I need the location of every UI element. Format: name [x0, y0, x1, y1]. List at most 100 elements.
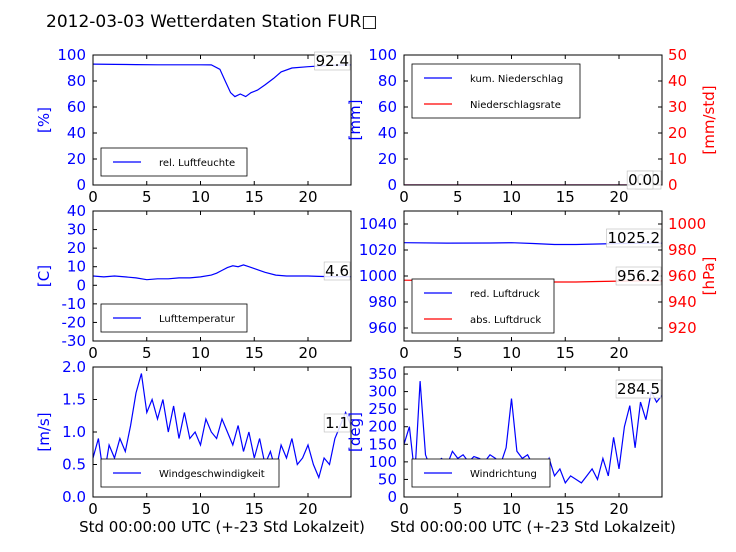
series-line-1 — [93, 63, 351, 98]
current-value-label-2: 0.0 — [628, 171, 652, 189]
x-tick-label: 10 — [502, 500, 521, 518]
y-axis-label: [m/s] — [35, 412, 53, 451]
x-tick-label: 15 — [245, 188, 264, 206]
y-right-tick-label: 50 — [668, 46, 687, 64]
y-tick-label: 80 — [378, 72, 397, 90]
x-tick-label: 0 — [399, 500, 409, 518]
y-tick-label: 980 — [368, 293, 397, 311]
plot-frame — [403, 366, 663, 498]
y-tick-label: 150 — [368, 435, 397, 453]
current-value-label-2: 956.2 — [617, 267, 660, 285]
current-value-label: 284.5 — [617, 380, 660, 398]
x-tick-label: 10 — [191, 500, 210, 518]
y-tick-label: 0 — [76, 176, 86, 194]
x-tick-label: 0 — [88, 500, 98, 518]
y-tick-label: 0 — [76, 276, 86, 294]
current-value-label-box — [606, 228, 662, 248]
y-tick-label: -30 — [62, 332, 87, 350]
y-tick-label: 60 — [67, 98, 86, 116]
y-axis-label: [deg] — [346, 412, 364, 452]
y-right-tick-label: 940 — [668, 293, 697, 311]
y-tick-label: 100 — [368, 453, 397, 471]
x-tick-label: 5 — [453, 188, 463, 206]
y-right-tick-label: 920 — [668, 319, 697, 337]
y-tick-label: 100 — [57, 46, 86, 64]
x-tick-label: 0 — [88, 188, 98, 206]
series-line-1 — [93, 373, 351, 480]
y-axis-label: [C] — [35, 265, 53, 287]
legend-entry: kum. Niederschlag — [470, 74, 563, 85]
current-value-label: 1025.2 — [608, 229, 661, 247]
current-value-label: 4.6 — [325, 262, 349, 280]
x-tick-label: 15 — [245, 500, 264, 518]
legend-box — [411, 278, 555, 334]
x-tick-label: 10 — [191, 344, 210, 362]
x-axis-label-left: Std 00:00:00 UTC (+-23 Std Lokalzeit) — [79, 518, 365, 536]
y-right-tick-label: 960 — [668, 267, 697, 285]
y-tick-label: 1.0 — [62, 423, 86, 441]
y-tick-label: 0.0 — [62, 488, 86, 506]
y-tick-label: 960 — [368, 319, 397, 337]
current-value-label: 1.1 — [325, 414, 349, 432]
y-tick-label: 1040 — [359, 215, 397, 233]
legend-entry: Lufttemperatur — [159, 314, 236, 325]
legend-entry: Windrichtung — [470, 469, 537, 480]
current-value-label-box — [615, 379, 662, 399]
legend-entry: rel. Luftfeuchte — [159, 158, 235, 169]
x-tick-label: 15 — [556, 344, 575, 362]
figure-title: 2012-03-03 Wetterdaten Station FUR□ — [46, 12, 377, 32]
x-tick-label: 20 — [609, 188, 628, 206]
plot-frame — [92, 54, 352, 186]
y-tick-label: 20 — [378, 150, 397, 168]
x-tick-label: 0 — [399, 188, 409, 206]
x-tick-label: 5 — [453, 344, 463, 362]
x-tick-label: 0 — [399, 344, 409, 362]
y-tick-label: 40 — [378, 124, 397, 142]
chart-panel-1: 0 5 10 15 20 0 20 40 60 80 100 [%] rel. Luftfeuchte 9… — [35, 46, 352, 206]
chart-panel-6: 0 5 10 15 20050100150200250300350[deg]Windri… — [346, 365, 663, 518]
y-right-tick-label: 40 — [668, 72, 687, 90]
x-tick-label: 20 — [298, 188, 317, 206]
y-tick-label: 0 — [387, 488, 397, 506]
y-tick-label: -20 — [62, 313, 87, 331]
chart-panel-3: 0 5 10 15 20-30-20-10010203040[C]Lufttempera… — [35, 202, 352, 362]
y-tick-label: 200 — [368, 418, 397, 436]
y-tick-label: 0.5 — [62, 456, 86, 474]
y-right-tick-label: 0 — [668, 176, 678, 194]
chart-panel-2: 0 5 10 15 20 0 20 40 60 80 100 0 10 20 30 40 50 [mm] [mm/s… — [346, 46, 718, 206]
current-value-label-2-box — [626, 170, 654, 190]
x-tick-label: 15 — [556, 188, 575, 206]
y-tick-label: 50 — [378, 470, 397, 488]
x-tick-label: 5 — [142, 500, 152, 518]
y-tick-label: 40 — [67, 202, 86, 220]
chart-panel-4: 0 5 10 15 20 960 980 1000 1020 1040 920 940 960 980 10… — [359, 210, 718, 362]
current-value-label-box — [314, 51, 351, 71]
y-tick-label: 2.0 — [62, 358, 86, 376]
x-tick-label: 15 — [556, 500, 575, 518]
current-value-label-box — [323, 413, 351, 433]
x-tick-label: 20 — [298, 344, 317, 362]
y-tick-label: 80 — [67, 72, 86, 90]
x-tick-label: 5 — [142, 344, 152, 362]
y-right-tick-label: 20 — [668, 124, 687, 142]
x-tick-label: 5 — [453, 500, 463, 518]
legend-entry: Niederschlagsrate — [470, 100, 561, 111]
x-tick-label: 0 — [88, 344, 98, 362]
plot-frame — [92, 210, 352, 342]
legend-entry: abs. Luftdruck — [470, 315, 541, 326]
x-tick-label: 20 — [609, 500, 628, 518]
y-axis-label-right: [hPa] — [700, 257, 718, 296]
y-tick-label: -10 — [62, 295, 87, 313]
legend-entry: Windgeschwindigkeit — [159, 469, 265, 480]
y-tick-label: 60 — [378, 98, 397, 116]
y-right-tick-label: 980 — [668, 241, 697, 259]
current-value-label-2-box — [615, 266, 662, 286]
y-tick-label: 1020 — [359, 241, 397, 259]
y-right-tick-label: 10 — [668, 150, 687, 168]
y-tick-label: 40 — [67, 124, 86, 142]
x-tick-label: 10 — [191, 188, 210, 206]
y-tick-label: 0 — [387, 176, 397, 194]
y-tick-label: 250 — [368, 400, 397, 418]
current-value-label: 92.4 — [316, 52, 349, 70]
